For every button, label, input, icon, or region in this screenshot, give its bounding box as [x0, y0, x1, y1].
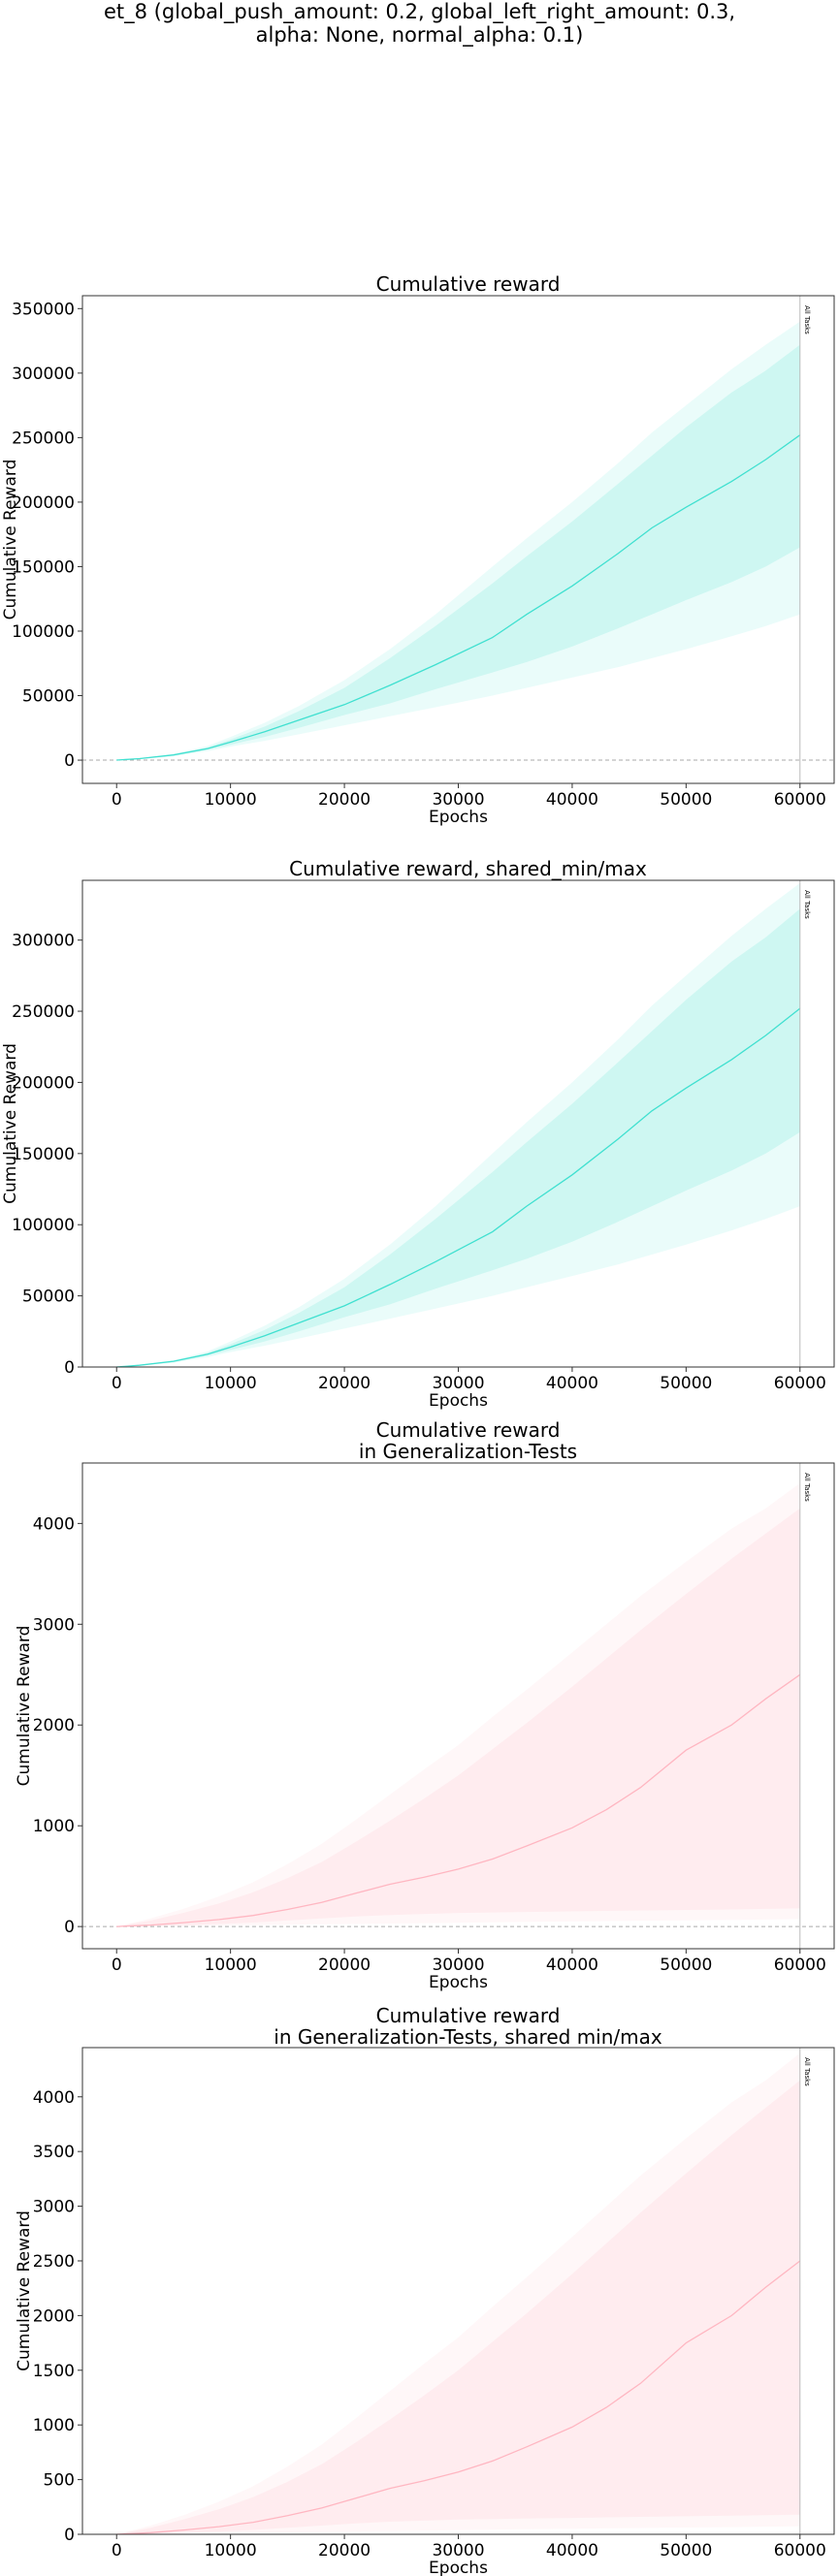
suptitle-line-2: alpha: None, normal_alpha: 0.1) [255, 23, 584, 47]
y-tick-label: 2500 [33, 2252, 75, 2272]
y-tick-label: 50000 [22, 1288, 75, 1307]
x-tick-label: 10000 [205, 790, 257, 810]
x-tick-label: 20000 [318, 790, 371, 810]
x-tick-label: 0 [112, 1374, 122, 1393]
series-mean-line [116, 1007, 801, 1368]
x-tick-label: 20000 [318, 1374, 371, 1393]
x-tick-label: 40000 [546, 1956, 598, 1975]
task-boundary-label: All Tasks [803, 305, 811, 334]
y-tick-label: 200000 [12, 493, 75, 513]
y-axis-label: Cumulative Reward [1, 1043, 20, 1204]
band-outer [116, 321, 800, 760]
y-tick-label: 3500 [33, 2143, 75, 2162]
y-tick-label: 2000 [33, 1716, 75, 1735]
x-tick-label: 0 [112, 1956, 122, 1975]
y-tick-label: 0 [64, 751, 75, 771]
series-mean-line [116, 434, 801, 761]
y-tick-label: 0 [64, 1358, 75, 1378]
y-tick-label: 0 [64, 1918, 75, 1937]
x-tick-label: 50000 [660, 790, 712, 810]
y-tick-label: 150000 [12, 1145, 75, 1164]
band-inner [116, 1508, 800, 1927]
chart-title: Cumulative reward [376, 272, 561, 296]
band-inner [116, 2080, 800, 2534]
chart-2: All Tasks 0 10000 20000 30000 40000 50000 60000… [1, 857, 835, 1411]
y-tick-label: 1000 [33, 1817, 75, 1836]
y-axis-label: Cumulative Reward [1, 460, 20, 620]
y-tick-label: 250000 [12, 1002, 75, 1022]
x-tick-label: 40000 [546, 790, 598, 810]
task-boundary-label: All Tasks [803, 1473, 811, 1502]
y-tick-label: 50000 [22, 687, 75, 707]
y-axis-label: Cumulative Reward [15, 1626, 34, 1787]
y-tick-label: 250000 [12, 429, 75, 448]
y-tick-label: 100000 [12, 622, 75, 642]
x-axis-label: Epochs [429, 808, 488, 827]
y-tick-label: 1500 [33, 2362, 75, 2381]
task-boundary-label: All Tasks [803, 2057, 811, 2086]
band-outer [116, 1482, 800, 1927]
y-tick-label: 2000 [33, 2306, 75, 2326]
chart-title: Cumulative reward, shared_min/max [289, 857, 647, 880]
x-tick-label: 10000 [205, 1374, 257, 1393]
series-mean-line [116, 1673, 801, 1927]
y-tick-label: 300000 [12, 365, 75, 384]
y-tick-label: 0 [64, 2526, 75, 2545]
x-tick-label: 20000 [318, 1956, 371, 1975]
task-boundary-label: All Tasks [803, 890, 811, 919]
x-tick-label: 30000 [432, 1374, 484, 1393]
x-tick-label: 10000 [205, 1956, 257, 1975]
y-tick-label: 100000 [12, 1216, 75, 1235]
y-tick-label: 3000 [33, 2198, 75, 2217]
x-tick-label: 30000 [432, 2541, 484, 2560]
y-tick-label: 200000 [12, 1073, 75, 1093]
x-tick-label: 30000 [432, 1956, 484, 1975]
x-tick-label: 60000 [774, 1956, 826, 1975]
y-tick-label: 1000 [33, 2416, 75, 2435]
y-tick-label: 150000 [12, 557, 75, 577]
x-tick-label: 60000 [774, 2541, 826, 2560]
x-tick-label: 40000 [546, 1374, 598, 1393]
x-tick-label: 50000 [660, 2541, 712, 2560]
band-outer [116, 882, 800, 1367]
y-tick-label: 3000 [33, 1615, 75, 1635]
x-axis-label: Epochs [429, 1973, 488, 1992]
band-outer [116, 2052, 800, 2534]
chart-title: in Generalization-Tests [359, 1440, 577, 1463]
x-tick-label: 50000 [660, 1374, 712, 1393]
chart-title: Cumulative reward [376, 2004, 561, 2027]
x-tick-label: 20000 [318, 2541, 371, 2560]
band-inner [116, 908, 800, 1367]
y-tick-label: 300000 [12, 932, 75, 951]
y-tick-label: 500 [44, 2471, 75, 2491]
x-axis-label: Epochs [429, 2559, 488, 2576]
x-tick-label: 10000 [205, 2541, 257, 2560]
x-tick-label: 0 [112, 2541, 122, 2560]
chart-1: All Tasks 0 10000 20000 30000 40000 50000 60000… [1, 272, 835, 827]
y-tick-label: 4000 [33, 1514, 75, 1534]
figure-suptitle: et_8 (global_push_amount: 0.2, global_le… [0, 0, 839, 47]
x-tick-label: 60000 [774, 790, 826, 810]
y-tick-label: 4000 [33, 2088, 75, 2108]
y-axis-label: Cumulative Reward [15, 2210, 34, 2371]
series-mean-line [116, 2260, 801, 2535]
x-tick-label: 0 [112, 790, 122, 810]
chart-title: Cumulative reward [376, 1418, 561, 1442]
x-tick-label: 60000 [774, 1374, 826, 1393]
chart-title: in Generalization-Tests, shared min/max [274, 2025, 662, 2049]
y-tick-label: 350000 [12, 300, 75, 319]
band-inner [116, 344, 800, 760]
x-axis-label: Epochs [429, 1391, 488, 1411]
x-tick-label: 40000 [546, 2541, 598, 2560]
x-tick-label: 50000 [660, 1956, 712, 1975]
suptitle-line-1: et_8 (global_push_amount: 0.2, global_le… [103, 0, 736, 23]
x-tick-label: 30000 [432, 790, 484, 810]
